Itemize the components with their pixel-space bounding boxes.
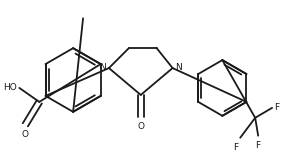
Text: F: F (233, 143, 238, 152)
Text: HO: HO (3, 83, 17, 92)
Text: O: O (137, 122, 144, 131)
Text: N: N (175, 62, 182, 72)
Text: N: N (99, 62, 106, 72)
Text: F: F (274, 103, 279, 112)
Text: F: F (255, 141, 261, 150)
Text: O: O (22, 130, 29, 139)
